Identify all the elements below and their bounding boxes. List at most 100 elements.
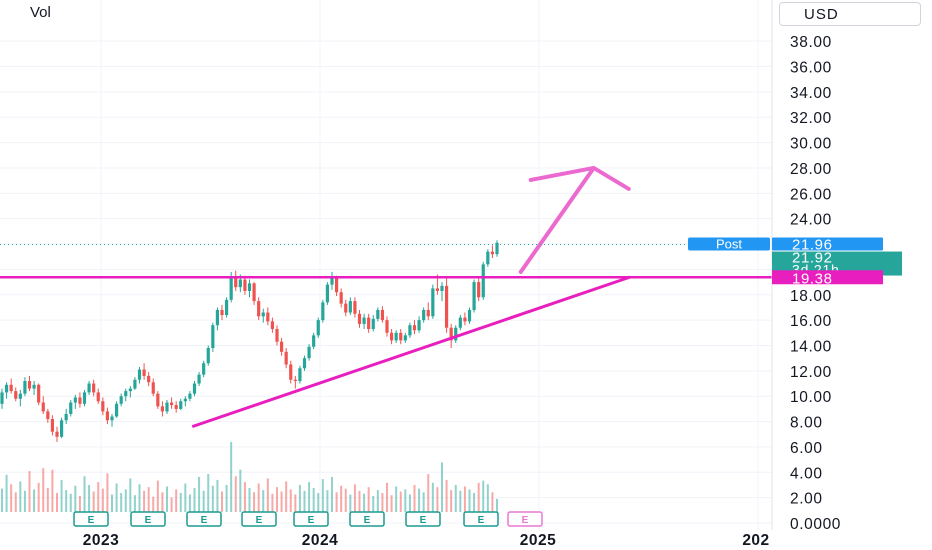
volume-bar — [436, 487, 439, 512]
volume-bar — [276, 487, 278, 512]
post-badge — [688, 237, 770, 251]
volume-bar — [321, 479, 324, 512]
candle-body — [426, 309, 430, 317]
volume-bar — [308, 482, 311, 512]
candle-body — [490, 251, 495, 255]
candle-body — [55, 431, 59, 437]
candle-body — [289, 364, 293, 380]
volume-bar — [156, 480, 159, 512]
volume-bar — [326, 490, 329, 512]
candle-body — [334, 278, 339, 293]
volume-bar — [243, 482, 246, 512]
candle-body — [9, 384, 13, 392]
currency-selector[interactable]: USD — [779, 2, 921, 26]
volume-bar — [496, 498, 498, 512]
candle-body — [96, 392, 100, 402]
candle-body — [147, 375, 151, 383]
time-tick-label: 2025 — [520, 532, 556, 549]
volume-bar — [473, 493, 476, 512]
earnings-marker-label: E — [201, 515, 208, 526]
volume-bar — [395, 486, 398, 512]
candle-body — [50, 419, 55, 432]
candle-body — [27, 380, 32, 389]
candle-body — [348, 301, 352, 313]
candle-body — [0, 392, 4, 404]
candle-body — [234, 277, 238, 288]
candle-body — [417, 320, 421, 331]
candle-body — [105, 411, 110, 421]
volume-bar — [46, 487, 49, 512]
volume-bar — [253, 492, 256, 512]
candle-body — [257, 301, 261, 317]
candle-body — [376, 309, 380, 319]
volume-bar — [317, 493, 320, 512]
volume-bar — [477, 482, 480, 512]
volume-bar — [491, 492, 494, 512]
candle-body — [160, 406, 165, 412]
volume-bar — [166, 486, 168, 512]
volume-bar — [404, 489, 407, 512]
volume-bar — [147, 487, 150, 512]
volume-bar — [331, 476, 333, 512]
earnings-marker: E — [73, 511, 109, 527]
candle-body — [197, 374, 201, 384]
candle-body — [183, 398, 187, 402]
candle-body — [179, 401, 183, 409]
volume-bar — [335, 492, 338, 512]
volume-bar — [65, 490, 68, 512]
volume-bar — [143, 490, 146, 512]
candle-body — [101, 401, 105, 412]
volume-bar — [97, 482, 100, 512]
candle-body — [133, 379, 137, 389]
price-tick-label: 12.00 — [790, 364, 832, 381]
volume-bar — [285, 481, 288, 512]
volume-bar — [188, 494, 191, 512]
volume-bar — [88, 484, 91, 512]
candle-body — [293, 379, 297, 381]
volume-bar — [399, 491, 402, 512]
candle-body — [18, 393, 22, 399]
volume-bar — [51, 469, 54, 512]
earnings-marker-label: E — [478, 515, 485, 526]
volume-bar — [390, 495, 393, 512]
arrow-shaft — [518, 165, 596, 274]
volume-bar — [482, 480, 485, 512]
candle-body — [435, 288, 440, 291]
volume-bar — [56, 493, 58, 512]
price-tick-label: 16.00 — [790, 313, 832, 330]
candle-body — [344, 303, 348, 313]
earnings-marker-label: E — [308, 515, 315, 526]
time-tick-label: 202 — [742, 532, 769, 549]
candle-body — [275, 328, 279, 342]
volume-bar — [230, 441, 233, 512]
volume-bar — [289, 489, 292, 512]
candle-body — [69, 402, 73, 414]
price-tick-label: 2.00 — [790, 491, 823, 508]
earnings-marker-box — [349, 511, 385, 527]
candle-body — [78, 397, 82, 404]
price-tick-label: 38.00 — [790, 34, 832, 51]
candle-body — [367, 317, 371, 329]
volume-bar — [349, 494, 352, 512]
volume-bar — [115, 483, 118, 512]
volume-bar — [344, 488, 347, 512]
candle-body — [59, 420, 64, 437]
earnings-marker-box — [186, 511, 222, 527]
candle-body — [238, 279, 242, 288]
candle-body — [472, 282, 476, 310]
volume-bar — [427, 474, 430, 512]
earnings-marker: E — [463, 511, 499, 527]
earnings-marker-box — [130, 511, 166, 527]
volume-bar — [83, 476, 86, 512]
candle-body — [316, 320, 320, 336]
earnings-marker-label: E — [88, 515, 95, 526]
price-tick-label: 6.00 — [790, 440, 823, 457]
candle-body — [408, 325, 412, 336]
candle-body — [188, 393, 192, 399]
chart-grid — [0, 0, 772, 530]
candle-body — [321, 302, 325, 321]
earnings-marker-box — [463, 511, 499, 527]
candle-body — [243, 279, 247, 291]
last-price-badge — [772, 251, 902, 276]
